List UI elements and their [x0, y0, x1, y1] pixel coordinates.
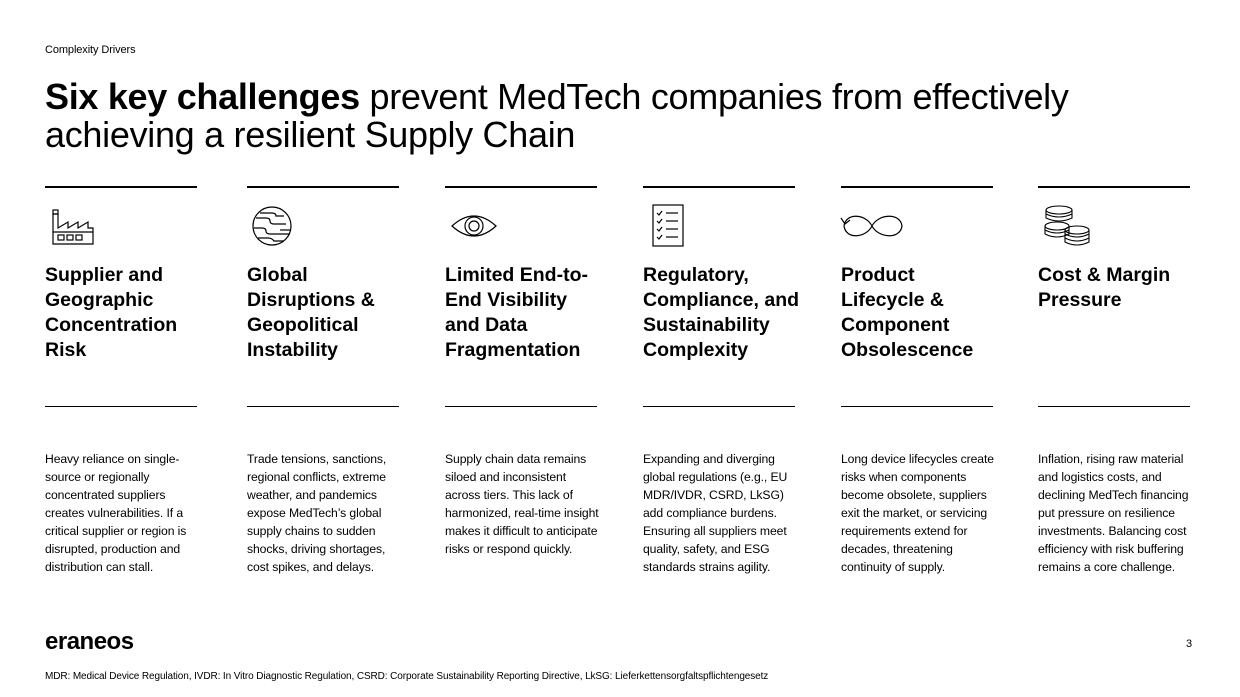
eraneos-logo: eraneos — [45, 628, 134, 655]
challenge-description: Supply chain data remains siloed and inc… — [445, 452, 599, 556]
challenge-description: Inflation, rising raw material and logis… — [1038, 452, 1189, 574]
headline: Six key challenges prevent MedTech compa… — [45, 78, 1195, 154]
globe-icon — [252, 204, 300, 248]
divider — [841, 186, 993, 188]
challenge-description: Long device lifecycles create risks when… — [841, 452, 994, 574]
section-label: Complexity Drivers — [45, 44, 136, 56]
divider — [841, 406, 993, 407]
infinity-icon — [838, 204, 910, 248]
divider — [247, 186, 399, 188]
page-number: 3 — [1186, 638, 1193, 650]
divider — [45, 406, 197, 407]
divider — [1038, 186, 1190, 188]
divider — [445, 406, 597, 407]
headline-bold: Six key challenges — [45, 76, 360, 117]
divider — [643, 186, 795, 188]
divider — [445, 186, 597, 188]
divider — [247, 406, 399, 407]
checklist-icon — [648, 204, 696, 248]
challenge-title: Cost & Margin Pressure — [1038, 264, 1171, 311]
challenge-title: Product Lifecycle & Component Obsolescen… — [841, 264, 974, 361]
challenge-description: Trade tensions, sanctions, regional conf… — [247, 452, 387, 574]
challenge-title: Limited End-to-End Visibility and Data F… — [445, 264, 588, 361]
headline-rest: prevent MedTech companies from effective… — [45, 76, 1069, 155]
footnote: MDR: Medical Device Regulation, IVDR: In… — [45, 671, 769, 682]
challenge-title: Global Disruptions & Geopolitical Instab… — [247, 264, 375, 361]
challenge-description: Heavy reliance on single-source or regio… — [45, 452, 187, 574]
divider — [1038, 406, 1190, 407]
factory-icon — [50, 204, 98, 248]
coins-icon — [1043, 204, 1091, 248]
divider — [45, 186, 197, 188]
challenge-title: Supplier and Geographic Concentration Ri… — [45, 264, 178, 361]
challenge-description: Expanding and diverging global regulatio… — [643, 452, 788, 574]
divider — [643, 406, 795, 407]
eye-icon — [450, 204, 498, 248]
challenge-title: Regulatory, Compliance, and Sustainabili… — [643, 264, 800, 361]
